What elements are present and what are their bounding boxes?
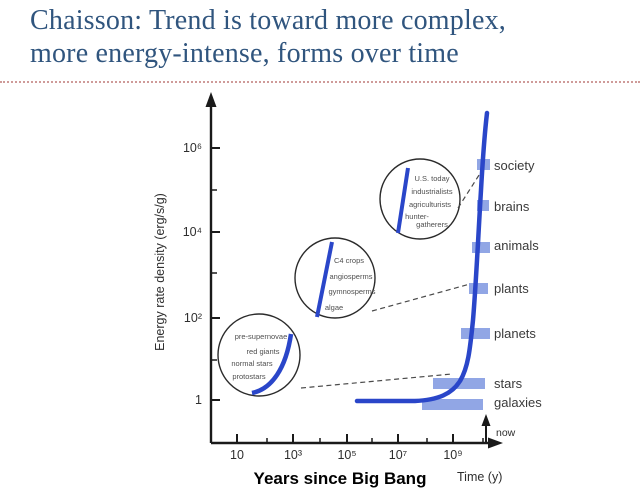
- bar-planets: [461, 328, 490, 339]
- inset-society-item-4a: hunter-: [405, 212, 429, 221]
- x-tick-1e9: 10⁹: [443, 448, 462, 462]
- inset-circle-plants: [294, 237, 376, 319]
- x-tick-10: 10: [230, 448, 244, 462]
- y-axis-label: Energy rate density (erg/s/g): [153, 193, 167, 351]
- x-axis: [211, 434, 503, 449]
- label-galaxies: galaxies: [494, 395, 542, 410]
- y-axis-major-ticks: [211, 147, 220, 401]
- energy-density-chart: 10⁶ 10⁴ 10² 1 10 10³ 10⁵ 10⁷ 10⁹ Energy …: [153, 92, 542, 488]
- inset-plants-item-1: C4 crops: [334, 256, 364, 265]
- inset-plants-item-2: angiosperms: [330, 272, 373, 281]
- inset-plants-item-3: gymnosperms: [328, 287, 375, 296]
- dashed-connector-society: [457, 171, 482, 209]
- y-tick-1e4: 10⁴: [183, 225, 202, 239]
- y-axis-minor-ticks: [211, 189, 217, 361]
- y-tick-1e6: 10⁶: [183, 141, 202, 155]
- inset-curve-plants: [315, 241, 334, 318]
- x-axis-label: Years since Big Bang: [254, 469, 427, 488]
- inset-society-item-2: industrialists: [411, 187, 453, 196]
- bar-plants: [469, 283, 488, 294]
- label-society: society: [494, 158, 535, 173]
- x-tick-1e5: 10⁵: [337, 448, 356, 462]
- x-axis-units-label: Time (y): [457, 470, 502, 484]
- inset-society-item-4b: gatherers: [416, 220, 448, 229]
- bar-brains: [477, 200, 489, 211]
- bar-galaxies: [422, 399, 483, 410]
- x-axis-arrow-icon: [488, 437, 503, 449]
- y-tick-1e2: 10²: [184, 311, 202, 325]
- label-planets: planets: [494, 326, 536, 341]
- bar-animals: [472, 242, 490, 253]
- inset-stars-item-1: pre-supernovae: [235, 332, 288, 341]
- x-tick-1e3: 10³: [284, 448, 302, 462]
- inset-stars-item-4: protostars: [232, 372, 266, 381]
- inset-stars-item-2: red giants: [247, 347, 280, 356]
- inset-society-item-3: agriculturists: [409, 200, 451, 209]
- x-axis-minor-ticks: [266, 438, 484, 443]
- inset-plants-item-4: algae: [325, 303, 343, 312]
- now-label: now: [496, 427, 516, 439]
- label-animals: animals: [494, 238, 539, 253]
- inset-curve-society: [396, 167, 410, 234]
- title-line-2: more energy-intense, forms over time: [30, 38, 459, 69]
- inset-society-item-1: U.S. today: [414, 174, 449, 183]
- label-brains: brains: [494, 199, 530, 214]
- page-title: Chaisson: Trend is toward more complex, …: [30, 4, 630, 70]
- x-axis-major-ticks: [236, 434, 454, 443]
- x-tick-1e7: 10⁷: [389, 448, 408, 462]
- y-axis-arrow-icon: [205, 92, 217, 107]
- label-stars: stars: [494, 376, 523, 391]
- dashed-connector-stars: [300, 373, 453, 389]
- inset-stars-item-3: normal stars: [231, 359, 273, 368]
- label-plants: plants: [494, 281, 529, 296]
- dashed-connector-plants: [371, 283, 471, 312]
- title-divider: [0, 81, 640, 83]
- inset-circle-stars: [217, 313, 301, 397]
- y-axis: [205, 92, 220, 443]
- now-arrow-icon: [481, 414, 491, 443]
- y-tick-1: 1: [195, 393, 202, 407]
- energy-density-curve: [354, 110, 490, 404]
- inset-curve-stars: [251, 333, 294, 396]
- title-line-1: Chaisson: Trend is toward more complex,: [30, 5, 506, 36]
